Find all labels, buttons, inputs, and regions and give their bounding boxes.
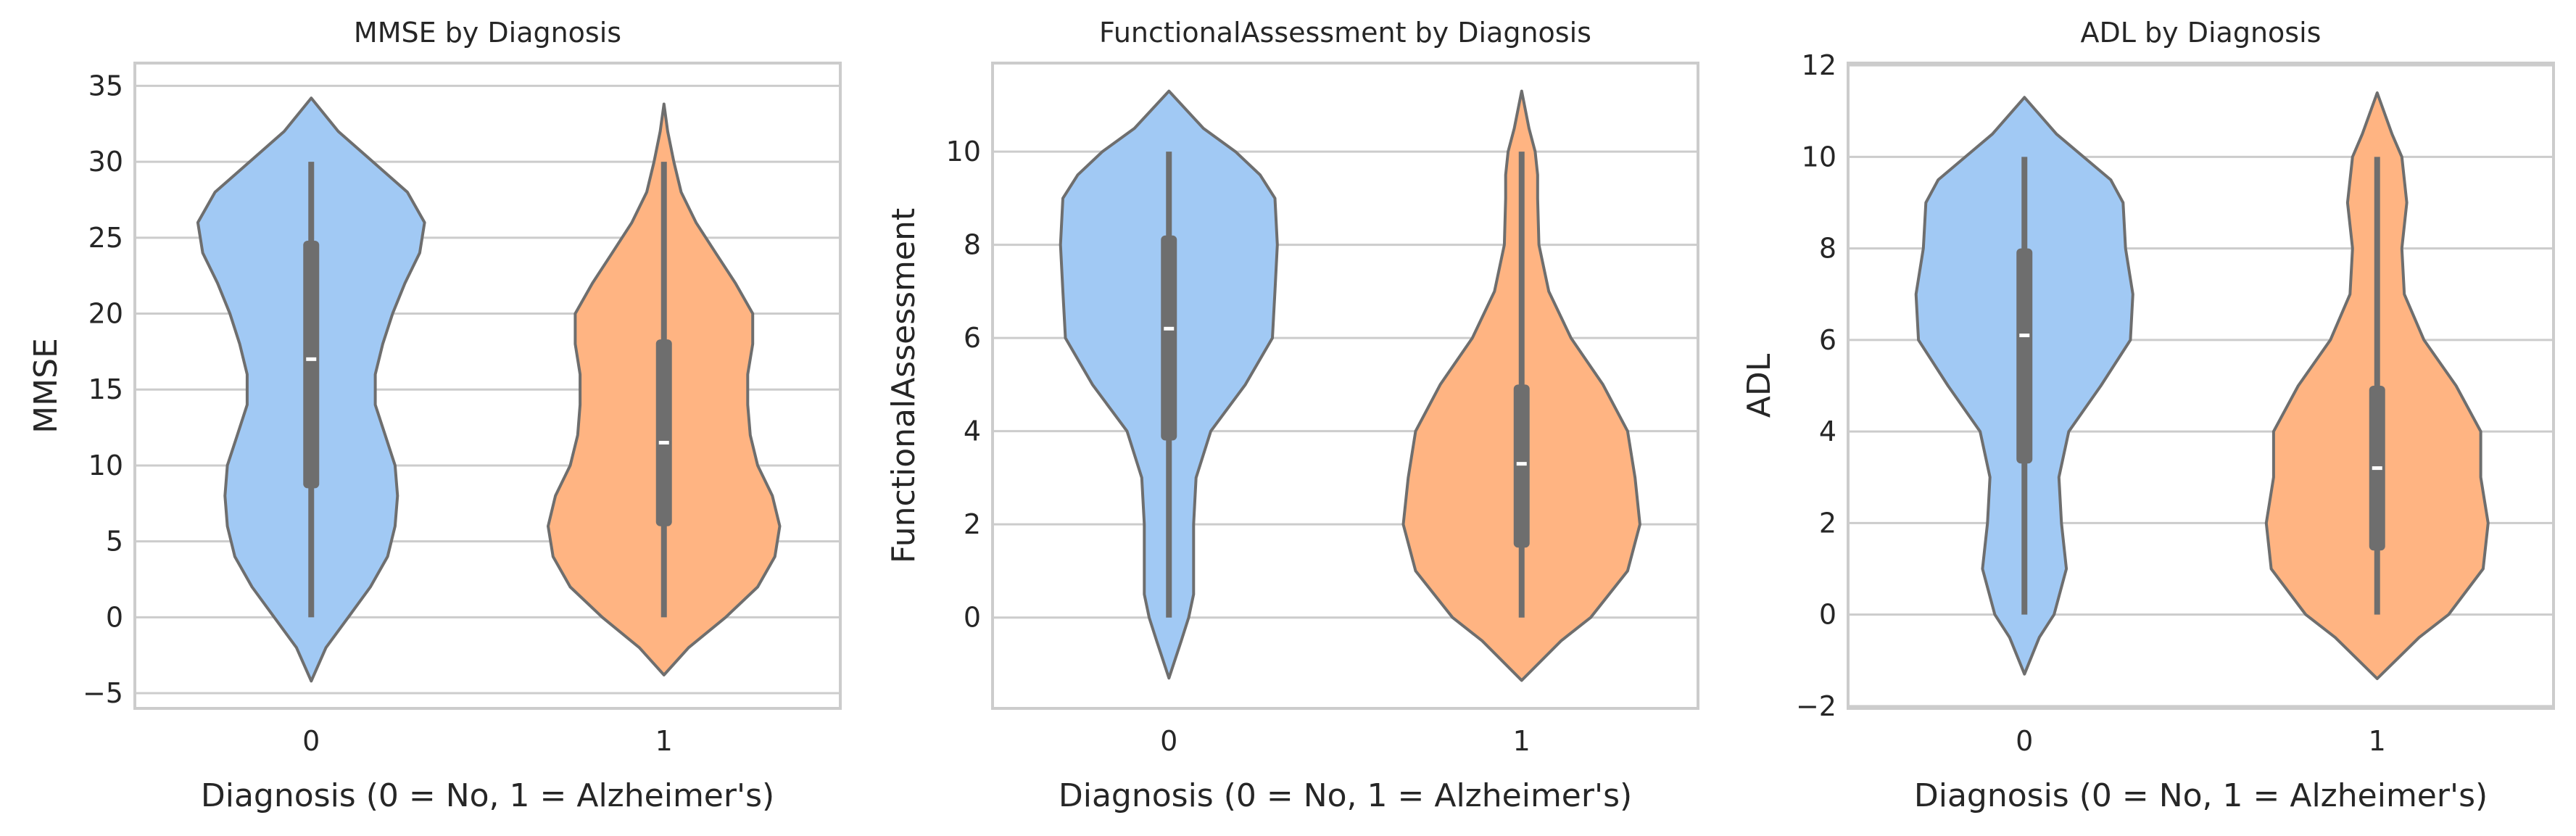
axes-frame bbox=[133, 62, 842, 710]
y-tick-label: 30 bbox=[88, 146, 123, 178]
y-tick-label: −5 bbox=[83, 677, 123, 709]
y-tick-label: 2 bbox=[964, 508, 981, 540]
chart-panel-2: −2 0 2 4 6 8 10 12 0 1 ADL by Diagnosis Diagnosis (… bbox=[1741, 17, 2555, 814]
y-tick-label: 25 bbox=[88, 222, 123, 254]
x-axis-label: Diagnosis (0 = No, 1 = Alzheimer's) bbox=[201, 777, 774, 814]
y-tick-label: 0 bbox=[1819, 599, 1836, 631]
x-tick-label: 0 bbox=[302, 725, 320, 757]
y-tick-label: 2 bbox=[1819, 507, 1836, 539]
y-tick-label: 10 bbox=[88, 450, 123, 481]
x-tick-label: 0 bbox=[1160, 725, 1177, 757]
chart-panel-0: −5 0 5 10 15 20 25 30 35 0 1 MMSE by Diagnosis Diagn… bbox=[28, 17, 842, 814]
x-axis-label: Diagnosis (0 = No, 1 = Alzheimer's) bbox=[1914, 777, 2488, 814]
y-tick-label: −2 bbox=[1796, 690, 1836, 722]
y-tick-label: 12 bbox=[1802, 49, 1836, 81]
y-tick-label: 35 bbox=[88, 70, 123, 102]
y-tick-label: 0 bbox=[106, 601, 123, 633]
x-tick-label: 1 bbox=[1513, 725, 1531, 757]
y-tick-label: 8 bbox=[1819, 233, 1836, 265]
y-axis-label: ADL bbox=[1741, 353, 1778, 418]
axes-frame bbox=[991, 62, 1699, 710]
y-axis-label: MMSE bbox=[28, 338, 65, 434]
y-tick-label: 5 bbox=[106, 526, 123, 558]
y-tick-label: 10 bbox=[946, 136, 981, 167]
y-tick-label: 6 bbox=[964, 322, 981, 354]
y-axis-label: FunctionalAssessment bbox=[885, 208, 922, 563]
violin-iqr-box bbox=[303, 241, 320, 489]
y-tick-label: 15 bbox=[88, 373, 123, 405]
violin-iqr-box bbox=[2016, 248, 2033, 464]
chart-title: ADL by Diagnosis bbox=[2081, 17, 2322, 49]
y-tick-label: 4 bbox=[964, 415, 981, 447]
axes-frame bbox=[1847, 62, 2555, 710]
x-tick-label: 1 bbox=[655, 725, 673, 757]
y-tick-label: 6 bbox=[1819, 324, 1836, 356]
violin-iqr-box bbox=[1161, 235, 1177, 441]
y-tick-label: 20 bbox=[88, 298, 123, 330]
x-tick-label: 1 bbox=[2369, 725, 2386, 757]
y-tick-label: 8 bbox=[964, 229, 981, 261]
y-tick-label: 10 bbox=[1802, 141, 1836, 173]
chart-title: FunctionalAssessment by Diagnosis bbox=[1099, 17, 1591, 49]
violin-iqr-box bbox=[1513, 384, 1530, 548]
violin-iqr-box bbox=[655, 339, 672, 526]
y-tick-label: 0 bbox=[964, 602, 981, 634]
y-tick-label: 4 bbox=[1819, 415, 1836, 447]
chart-title: MMSE by Diagnosis bbox=[354, 17, 621, 49]
x-axis-label: Diagnosis (0 = No, 1 = Alzheimer's) bbox=[1059, 777, 1632, 814]
x-tick-label: 0 bbox=[2016, 725, 2033, 757]
chart-panel-1: 0 2 4 6 8 10 0 1 FunctionalAssessment by Diagnos… bbox=[885, 17, 1699, 814]
